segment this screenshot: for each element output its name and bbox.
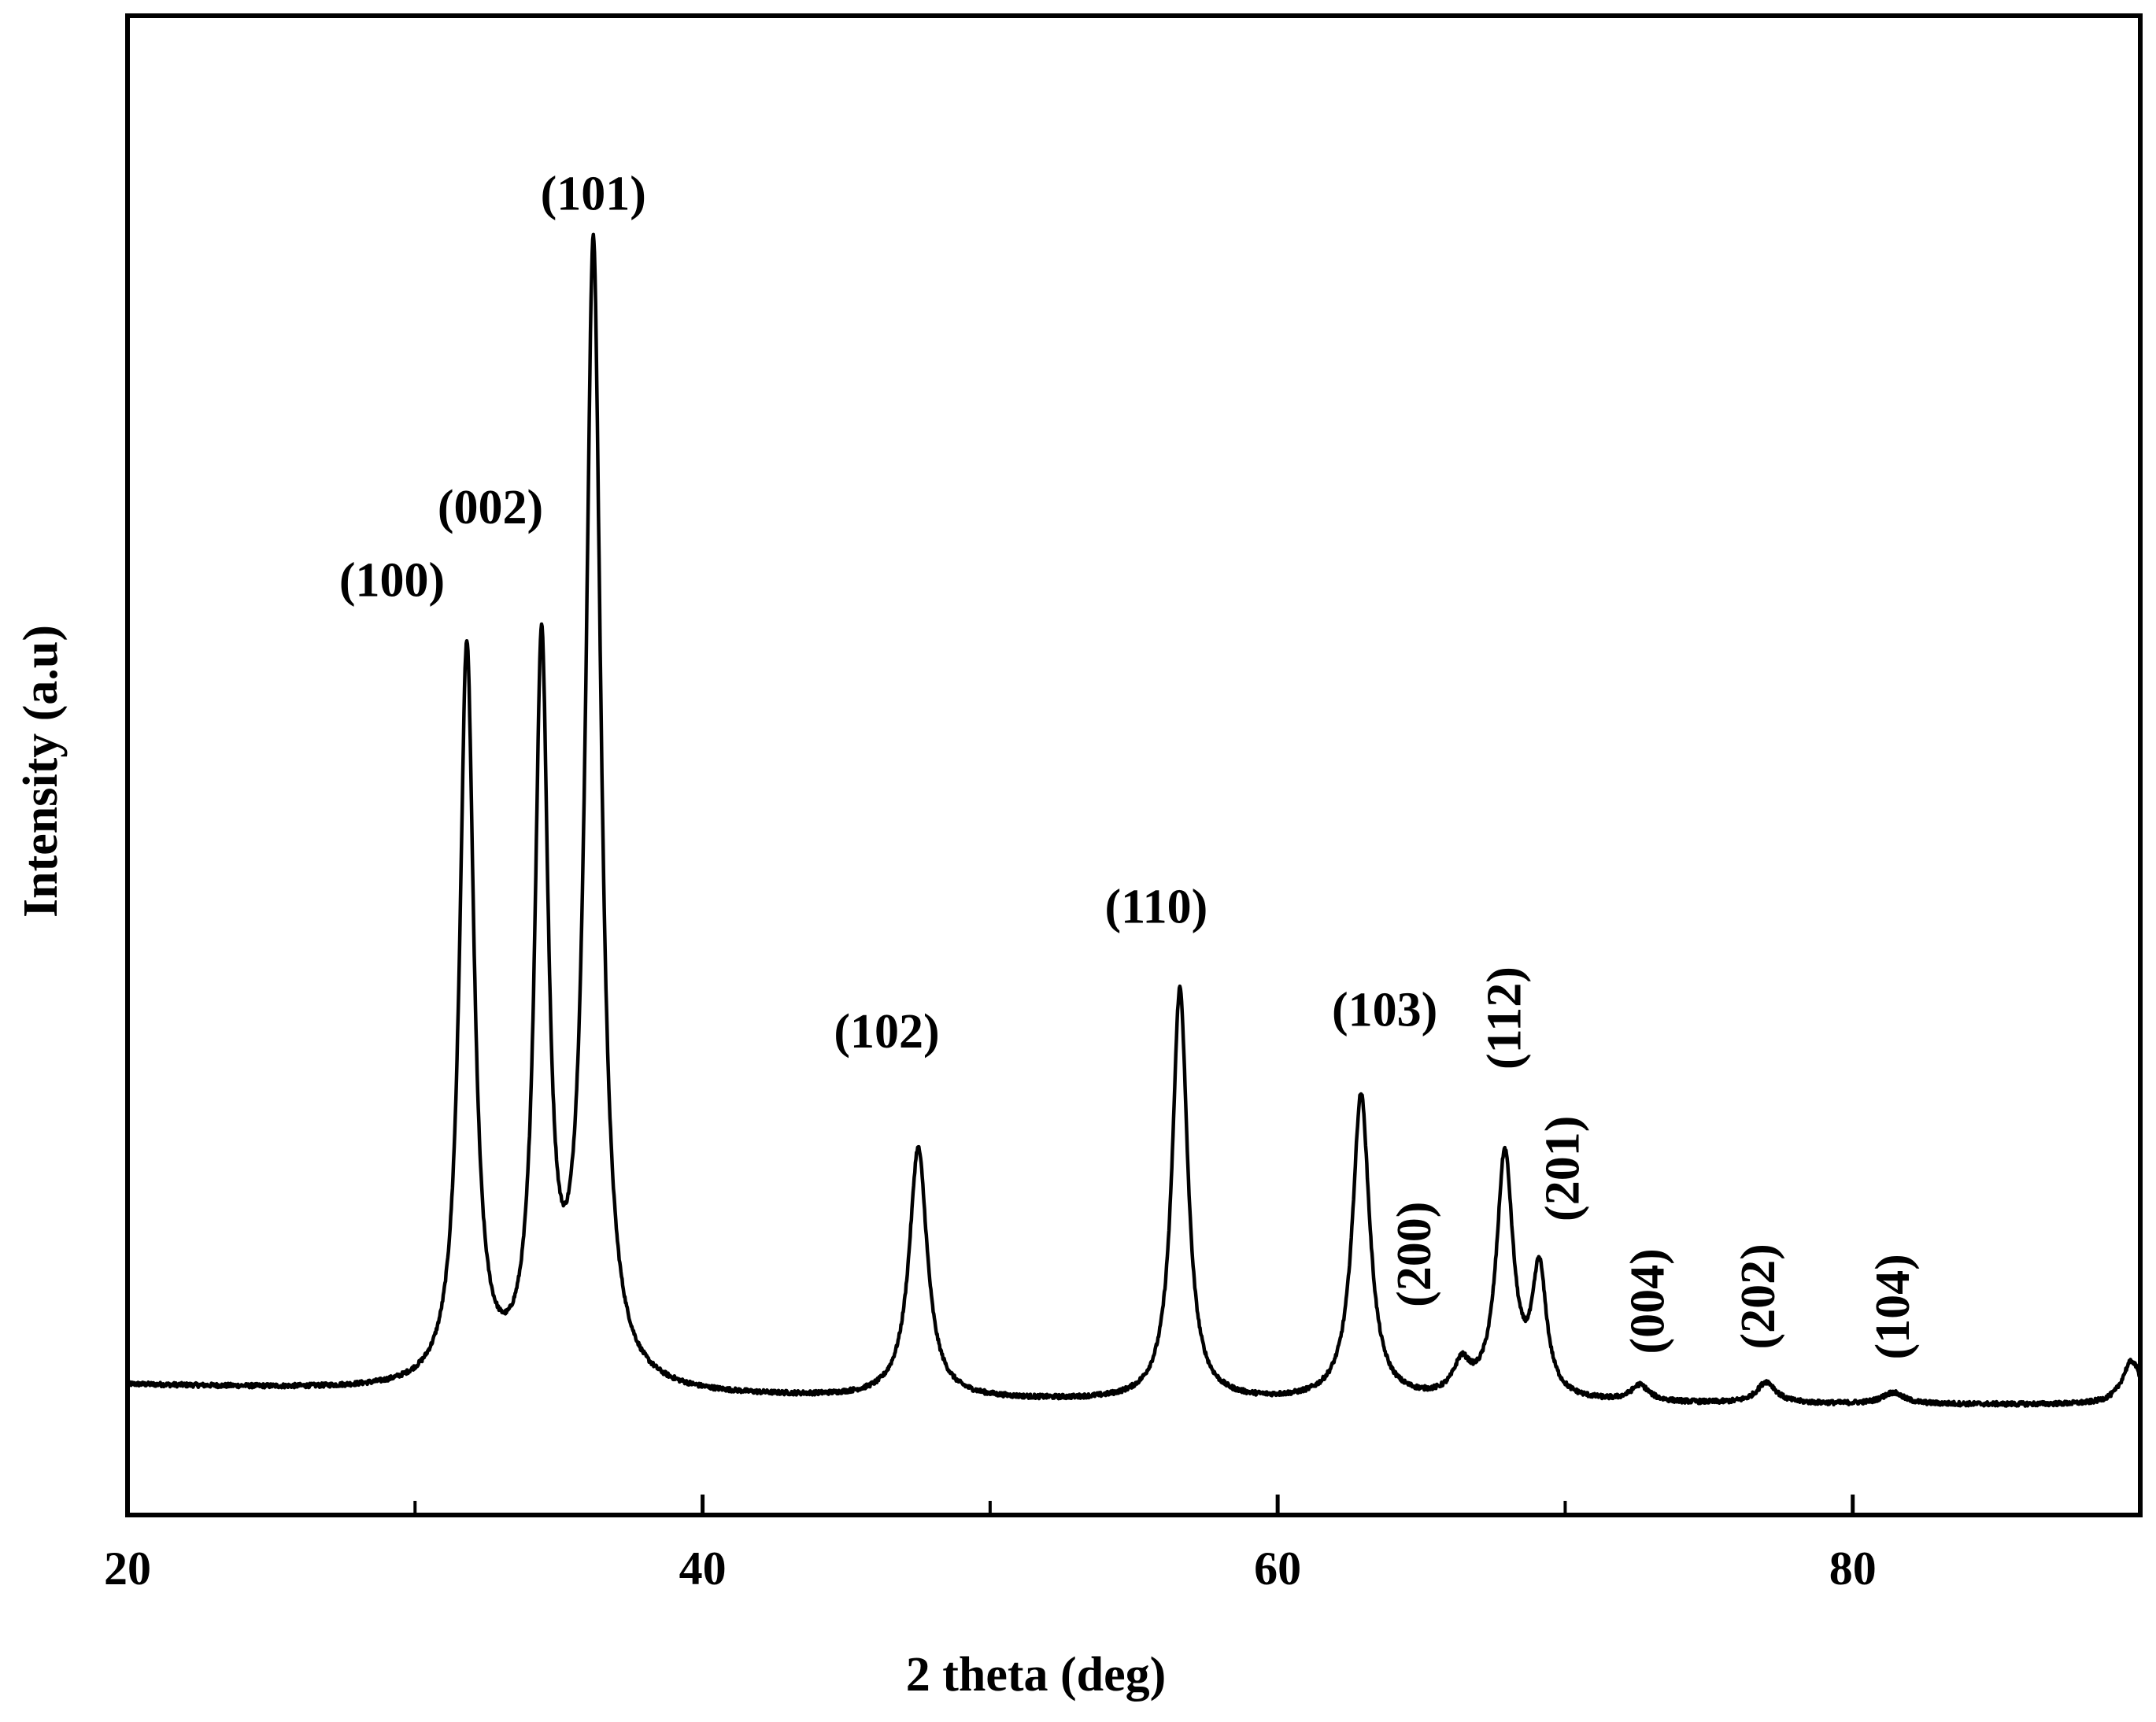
- peak-label: (110): [1104, 881, 1207, 934]
- peak-label: (100): [339, 554, 445, 608]
- x-tick-label: 40: [679, 1543, 727, 1595]
- peak-label: (200): [1388, 1202, 1441, 1307]
- x-axis-ticks: [125, 1495, 1855, 1515]
- x-axis-label: 2 theta (deg): [906, 1648, 1167, 1702]
- peak-label: (102): [834, 1005, 939, 1059]
- x-tick-label: 80: [1829, 1543, 1877, 1595]
- peak-label: (004): [1621, 1248, 1674, 1354]
- peak-label: (201): [1537, 1116, 1590, 1221]
- x-tick-label: 60: [1254, 1543, 1301, 1595]
- peak-label: (202): [1732, 1243, 1785, 1349]
- plot-frame: [125, 13, 2143, 1517]
- peak-label: (002): [438, 481, 543, 534]
- peak-label: (101): [541, 168, 646, 221]
- peak-label: (112): [1478, 966, 1532, 1070]
- peak-label: (103): [1332, 984, 1437, 1037]
- peak-label: (104): [1866, 1254, 1920, 1359]
- x-tick-labels: 20 40 60 80: [104, 1543, 1877, 1595]
- peak-labels: (100) (002) (101) (102) (110) (103) (200) (112)…: [339, 168, 1920, 1360]
- y-axis-label: Intensity (a.u): [14, 625, 68, 918]
- x-tick-label: 20: [104, 1543, 151, 1595]
- xrd-pattern-line: [125, 232, 2143, 1408]
